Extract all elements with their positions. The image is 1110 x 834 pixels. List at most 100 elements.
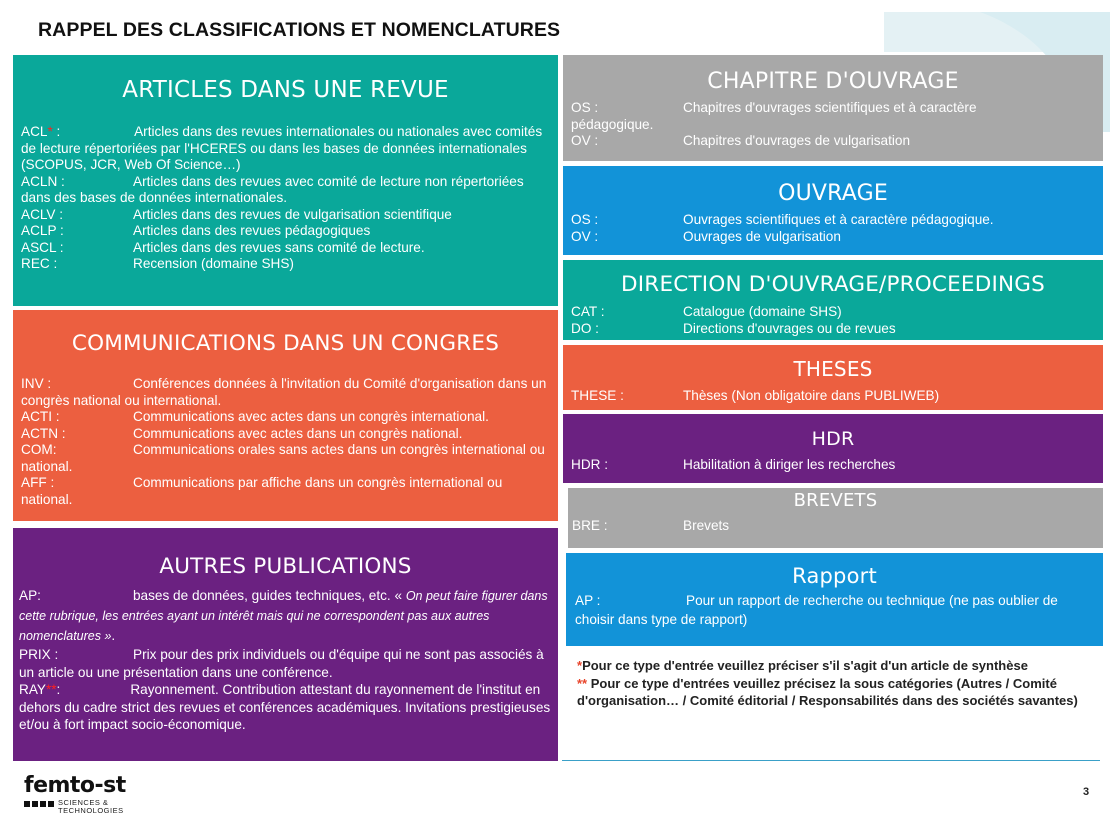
rapport-heading: Rapport <box>792 564 877 588</box>
ap-end: . <box>111 628 116 643</box>
ray-entry: RAY**: Rayonnement. Contribution attestan… <box>19 681 551 734</box>
direction-box: DIRECTION D'OUVRAGE/PROCEEDINGS CAT : Cat… <box>563 260 1103 340</box>
brevets-box: BREVETS BRE : Brevets <box>568 488 1103 548</box>
inv-entry: INV : Conférences données à l'invitation … <box>21 376 551 409</box>
ascl-desc: Articles dans des revues sans comité de … <box>133 239 425 255</box>
chap-os-desc: Chapitres d'ouvrages scientifiques et à … <box>683 100 977 115</box>
femto-st-logo: femto-st SCIENCES & TECHNOLOGIES <box>24 775 126 815</box>
logo-name: femto-st <box>24 773 126 798</box>
direction-heading: DIRECTION D'OUVRAGE/PROCEEDINGS <box>621 272 1045 297</box>
footnote-2: ** Pour ce type d'entrées veuillez préci… <box>577 675 1097 710</box>
autres-heading: AUTRES PUBLICATIONS <box>159 554 412 579</box>
ray-code: RAY <box>19 682 46 697</box>
logo-squares-icon <box>24 801 54 807</box>
these-entry: THESE : Thèses (Non obligatoire dans PUBL… <box>571 388 1096 405</box>
communications-heading: COMMUNICATIONS DANS UN CONGRES <box>71 331 500 356</box>
ouvrage-heading: OUVRAGE <box>778 181 888 206</box>
footnotes: *Pour ce type d'entrée veuillez préciser… <box>577 657 1097 710</box>
rec-code: REC : <box>21 256 58 271</box>
bre-desc: Brevets <box>683 518 730 533</box>
footnote-1: *Pour ce type d'entrée veuillez préciser… <box>577 657 1097 675</box>
com-desc: Communications orales sans actes dans un… <box>21 442 545 474</box>
hdr-entry: HDR : Habilitation à diriger les recherch… <box>571 457 1096 474</box>
acti-desc: Communications avec actes dans un congrè… <box>133 409 489 424</box>
hdr-heading: HDR <box>811 428 855 450</box>
ray-desc: Rayonnement. Contribution attestant du r… <box>19 682 551 732</box>
rapport-box: Rapport AP : Pour un rapport de recherche… <box>566 553 1103 646</box>
cat-code: CAT : <box>571 304 605 319</box>
inv-desc: Conférences données à l'invitation du Co… <box>21 376 547 408</box>
inv-code: INV : <box>21 376 52 391</box>
ouv-ov-desc: Ouvrages de vulgarisation <box>683 228 841 244</box>
com-entry: COM: Communications orales sans actes dan… <box>21 442 551 475</box>
prix-desc: Prix pour des prix individuels ou d'équi… <box>19 647 544 680</box>
bre-code: BRE : <box>572 518 608 533</box>
aclp-entry: ACLP : Articles dans des revues pédagogiq… <box>21 223 551 240</box>
page-title: RAPPEL DES CLASSIFICATIONS ET NOMENCLATU… <box>38 19 561 41</box>
do-code: DO : <box>571 320 599 336</box>
these-code: THESE : <box>571 388 624 403</box>
rec-desc: Recension (domaine SHS) <box>133 256 294 271</box>
ray-colon: : <box>56 682 61 697</box>
actn-desc: Communications avec actes dans un congrè… <box>133 425 463 441</box>
ouv-ov-entry: OV : Ouvrages de vulgarisation <box>571 229 1096 246</box>
prix-code: PRIX : <box>19 647 59 662</box>
acln-code: ACLN : <box>21 173 65 189</box>
ap-italic: On peut faire figurer dans cette rubriqu… <box>19 589 548 643</box>
com-code: COM: <box>21 442 57 457</box>
chap-ov-desc: Chapitres d'ouvrages de vulgarisation <box>683 133 911 148</box>
page-number: 3 <box>1083 786 1090 798</box>
these-desc: Thèses (Non obligatoire dans PUBLIWEB) <box>683 388 940 403</box>
prix-entry: PRIX : Prix pour des prix individuels ou … <box>19 646 551 681</box>
footnote-1-star: * <box>577 658 583 673</box>
aclv-desc: Articles dans des revues de vulgarisatio… <box>133 206 452 222</box>
acl-code: ACL <box>21 124 48 139</box>
do-entry: DO : Directions d'ouvrages ou de revues <box>571 321 1096 338</box>
articles-box: ARTICLES DANS UNE REVUE ACL* : Articles … <box>13 55 558 306</box>
logo-line2: TECHNOLOGIES <box>58 806 124 815</box>
chap-os-code: OS : <box>571 100 599 115</box>
ap-code: AP: <box>19 588 41 603</box>
chap-ov-entry: OV : Chapitres d'ouvrages de vulgarisatio… <box>571 133 1096 150</box>
acl-entry: ACL* : Articles dans des revues internat… <box>21 124 551 174</box>
acln-desc: Articles dans des revues avec comité de … <box>21 173 524 206</box>
footnotes-divider <box>562 760 1100 761</box>
aclv-code: ACLV : <box>21 206 64 222</box>
rapport-entry: AP : Pour un rapport de recherche ou tech… <box>575 592 1097 629</box>
ouvrage-box: OUVRAGE OS : Ouvrages scientifiques et à … <box>563 166 1103 255</box>
theses-box: THESES THESE : Thèses (Non obligatoire da… <box>563 345 1103 410</box>
aclp-code: ACLP : <box>21 223 64 238</box>
ouv-os-entry: OS : Ouvrages scientifiques et à caractèr… <box>571 212 1096 229</box>
aclv-entry: ACLV : Articles dans des revues de vulgar… <box>21 207 551 224</box>
articles-heading: ARTICLES DANS UNE REVUE <box>122 77 449 103</box>
ascl-code: ASCL : <box>21 239 64 255</box>
autres-box: AUTRES PUBLICATIONS AP: bases de données,… <box>13 528 558 761</box>
ap-entry: AP: bases de données, guides techniques, … <box>19 586 551 646</box>
ray-star: ** <box>45 682 57 697</box>
rec-entry: REC : Recension (domaine SHS) <box>21 256 551 273</box>
footnote-1-text: Pour ce type d'entrée veuillez préciser … <box>582 658 1028 673</box>
aff-desc: Communications par affiche dans un congr… <box>21 475 503 507</box>
aff-code: AFF : <box>21 475 55 490</box>
aff-entry: AFF : Communications par affiche dans un … <box>21 475 551 508</box>
cat-entry: CAT : Catalogue (domaine SHS) <box>571 304 1096 321</box>
actn-code: ACTN : <box>21 425 66 441</box>
actn-entry: ACTN : Communications avec actes dans un … <box>21 426 551 443</box>
ouv-os-desc: Ouvrages scientifiques et à caractère pé… <box>683 212 994 227</box>
do-desc: Directions d'ouvrages ou de revues <box>683 320 896 336</box>
ouv-ov-code: OV : <box>571 228 599 244</box>
acl-star: * <box>47 124 53 139</box>
bre-entry: BRE : Brevets <box>572 518 1097 535</box>
rapport-code: AP : <box>575 593 601 608</box>
hdr-code: HDR : <box>571 457 609 472</box>
communications-box: COMMUNICATIONS DANS UN CONGRES INV : Conf… <box>13 310 558 521</box>
acl-desc: Articles dans des revues internationales… <box>21 124 543 172</box>
acl-colon: : <box>52 124 61 139</box>
chap-ov-code: OV : <box>571 133 599 148</box>
rapport-desc: Pour un rapport de recherche ou techniqu… <box>575 593 1058 627</box>
chap-os-entry: OS : Chapitres d'ouvrages scientifiques e… <box>571 100 1096 117</box>
aclp-desc: Articles dans des revues pédagogiques <box>133 223 371 238</box>
logo-line1: SCIENCES & <box>58 798 109 807</box>
hdr-desc: Habilitation à diriger les recherches <box>683 457 896 472</box>
chapitre-heading: CHAPITRE D'OUVRAGE <box>707 69 959 94</box>
